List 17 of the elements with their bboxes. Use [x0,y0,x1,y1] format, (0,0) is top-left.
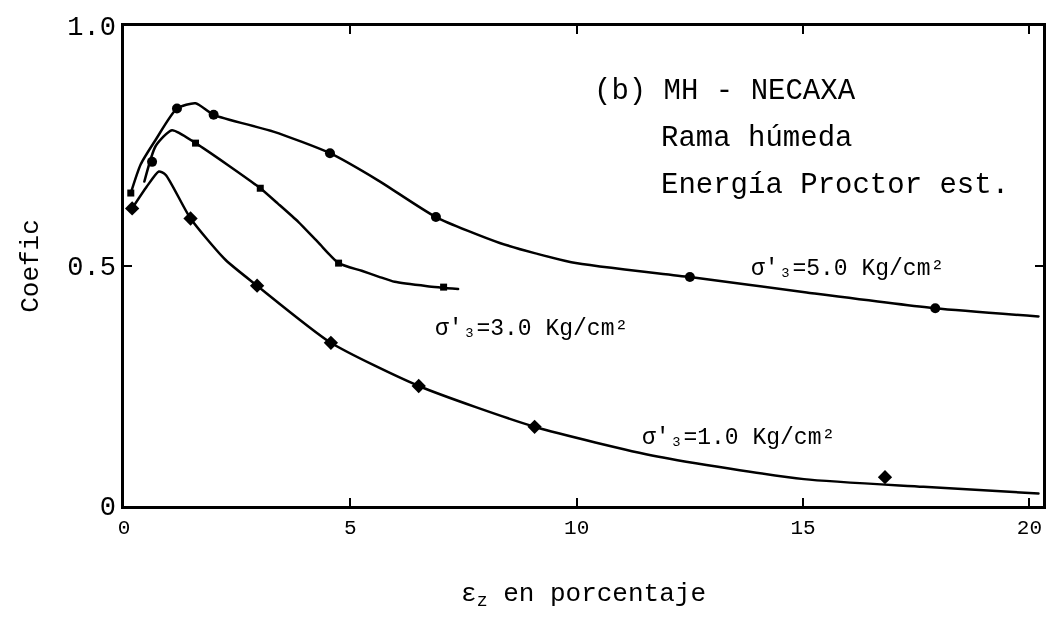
x-tick-label: 10 [564,516,590,540]
annotation: (b) MH - NECAXA [594,75,856,108]
annotation: Rama húmeda [661,122,853,155]
line-series [143,128,460,291]
x-tick-label: 5 [344,516,357,540]
x-tick-label: 20 [1016,516,1043,540]
series-label: σ'₃=3.0 Kg/cm² [435,316,629,342]
x-tick-label: 15 [790,516,816,540]
series-label: σ'₃=5.0 Kg/cm² [751,256,945,282]
x-tick-label: 0 [117,516,131,540]
x-axis-title: ε$_{z}$ en porcentaje [461,578,706,612]
y-tick-label: 1.0 [67,13,116,44]
annotation: Energía Proctor est. [661,169,1010,202]
y-axis-title: Coefic [15,219,46,313]
y-tick-label: 0.5 [67,253,116,284]
series-label: σ'₃=1.0 Kg/cm² [642,425,836,451]
point [877,470,893,485]
